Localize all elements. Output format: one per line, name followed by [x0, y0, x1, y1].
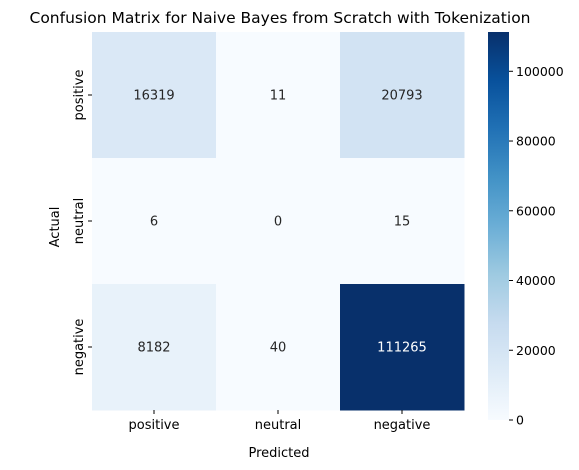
y-tick-label: negative: [72, 319, 87, 376]
x-axis-label: Predicted: [248, 446, 309, 461]
colorbar-tick-label: 60000: [516, 203, 556, 218]
heatmap-cells: 16319 11 20793 6 0 15 8182 40 111265: [92, 32, 465, 411]
cell-value-label: 8182: [137, 341, 170, 356]
colorbar-tick-label: 100000: [516, 64, 564, 79]
heatmap-cell: [216, 158, 341, 285]
heatmap-cell: [340, 284, 465, 411]
colorbar-tick-label: 40000: [516, 273, 556, 288]
heatmap-cell: [340, 32, 465, 159]
colorbar: 0 20000 40000 60000 80000 100000: [488, 32, 564, 428]
colorbar-ticks: 0 20000 40000 60000 80000 100000: [509, 64, 564, 428]
cell-value-label: 6: [150, 215, 158, 230]
cell-value-label: 15: [394, 215, 411, 230]
x-tick-label: neutral: [255, 418, 302, 433]
heatmap-cell: [92, 284, 217, 411]
cell-value-label: 16319: [133, 89, 174, 104]
colorbar-tick-label: 0: [516, 413, 524, 428]
cell-value-label: 40: [270, 341, 287, 356]
colorbar-gradient: [488, 32, 509, 420]
y-axis-label: Actual: [48, 207, 63, 248]
heatmap-cell: [216, 284, 341, 411]
heatmap-cell: [340, 158, 465, 285]
x-axis-ticks: positive neutral negative: [129, 410, 431, 433]
heatmap-cell: [92, 158, 217, 285]
y-tick-label: positive: [72, 70, 87, 121]
y-axis-ticks: positive neutral negative: [72, 70, 92, 376]
colorbar-tick-label: 20000: [516, 343, 556, 358]
cell-value-label: 111265: [377, 341, 427, 356]
cell-value-label: 20793: [381, 89, 422, 104]
y-tick-label: neutral: [72, 198, 87, 245]
chart-title: Confusion Matrix for Naive Bayes from Sc…: [30, 9, 531, 27]
colorbar-tick-label: 80000: [516, 134, 556, 149]
cell-value-label: 11: [270, 89, 287, 104]
heatmap-cell: [216, 32, 341, 159]
x-tick-label: positive: [129, 418, 180, 433]
x-tick-label: negative: [374, 418, 431, 433]
cell-value-label: 0: [274, 215, 282, 230]
heatmap-cell: [92, 32, 217, 159]
